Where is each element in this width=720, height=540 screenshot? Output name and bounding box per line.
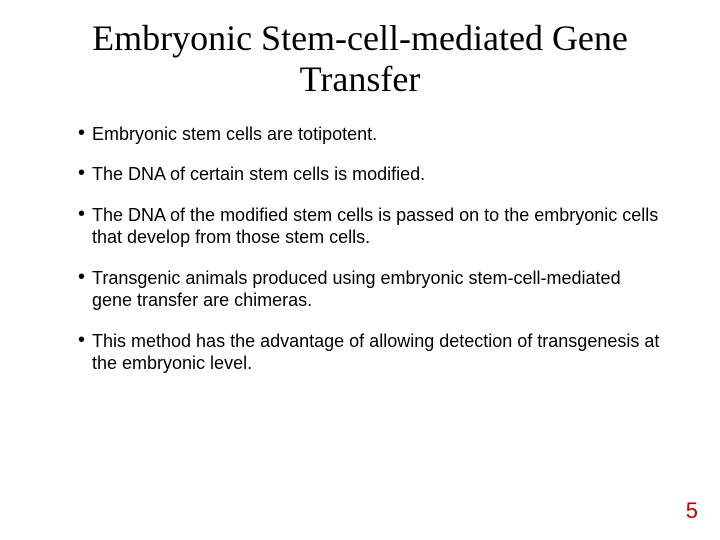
list-item: The DNA of certain stem cells is modifie… xyxy=(78,163,660,186)
list-item: The DNA of the modified stem cells is pa… xyxy=(78,204,660,249)
list-item: Transgenic animals produced using embryo… xyxy=(78,267,660,312)
list-item: Embryonic stem cells are totipotent. xyxy=(78,123,660,146)
list-item: This method has the advantage of allowin… xyxy=(78,330,660,375)
slide: Embryonic Stem-cell-mediated Gene Transf… xyxy=(0,0,720,540)
page-number: 5 xyxy=(686,498,698,524)
slide-title: Embryonic Stem-cell-mediated Gene Transf… xyxy=(0,0,720,111)
bullet-list: Embryonic stem cells are totipotent. The… xyxy=(0,111,720,375)
